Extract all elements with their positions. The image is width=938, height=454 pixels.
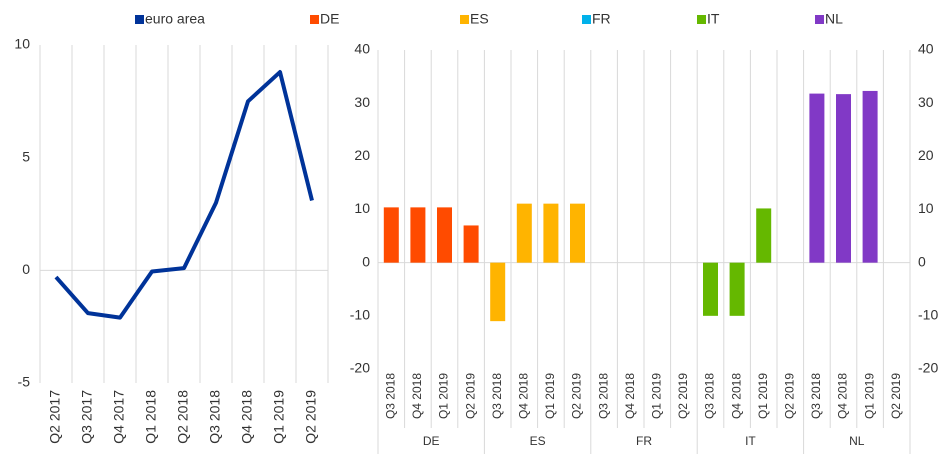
x-tick-label: Q2 2018 [175,390,191,444]
y2-tick-label: -10 [918,307,938,323]
x-tick-label: Q4 2018 [729,373,743,419]
x-tick-label: Q4 2018 [516,373,530,419]
bar [410,207,426,263]
group-label: ES [530,434,546,448]
bar [490,262,506,322]
legend-swatch [582,15,591,24]
y-tick-label: 40 [354,41,370,57]
legend-label: DE [320,11,339,27]
legend-label: FR [592,11,611,27]
x-tick-label: Q2 2019 [782,373,796,419]
x-tick-label: Q3 2018 [207,390,223,444]
x-tick-label: Q3 2018 [809,373,823,419]
x-tick-label: Q3 2018 [490,373,504,419]
legend-label: IT [707,11,720,27]
x-tick-label: Q4 2018 [623,373,637,419]
x-tick-label: Q1 2019 [862,373,876,419]
x-tick-label: Q2 2019 [570,373,584,419]
legend-swatch [815,15,824,24]
legend-label: ES [470,11,489,27]
bar [516,203,532,263]
legend-label: euro area [145,11,205,27]
group-label: IT [745,434,756,448]
y-tick-label: 20 [354,147,370,163]
bar [729,262,745,316]
bar [703,262,718,316]
x-tick-label: Q2 2019 [303,390,319,444]
legend-swatch [310,15,319,24]
y-tick-label: 0 [362,253,370,269]
x-tick-label: Q1 2019 [649,373,663,419]
bar [862,90,878,263]
group-label: FR [636,434,652,448]
y2-tick-label: 40 [918,41,934,57]
y-tick-label: -10 [350,307,370,323]
bar [570,203,585,263]
x-tick-label: Q1 2019 [271,390,287,444]
y2-tick-label: 10 [918,200,934,216]
x-tick-label: Q2 2019 [463,373,477,419]
bar [383,207,399,263]
x-tick-label: Q4 2018 [836,373,850,419]
bar [756,208,772,263]
y-tick-label: -5 [18,374,31,390]
x-tick-label: Q1 2019 [756,373,770,419]
x-tick-label: Q4 2018 [239,390,255,444]
y2-tick-label: 0 [918,253,926,269]
x-tick-label: Q3 2018 [596,373,610,419]
y-tick-label: 10 [14,36,30,52]
legend-swatch [460,15,469,24]
legend-swatch [135,15,144,24]
y-tick-label: 5 [22,148,30,164]
x-tick-label: Q4 2017 [111,390,127,444]
legend-label: NL [825,11,843,27]
x-tick-label: Q1 2018 [143,390,159,444]
y2-tick-label: 20 [918,147,934,163]
bar [809,93,825,263]
x-tick-label: Q3 2017 [79,390,95,444]
y2-tick-label: -20 [918,360,938,376]
y2-tick-label: 30 [918,94,934,110]
bar [836,94,851,263]
x-tick-label: Q3 2018 [703,373,717,419]
bar [437,207,452,263]
bar [463,225,479,263]
x-tick-label: Q2 2017 [47,390,63,444]
x-tick-label: Q4 2018 [410,373,424,419]
bar [543,203,559,263]
group-label: DE [423,434,440,448]
y-tick-label: 30 [354,94,370,110]
x-tick-label: Q2 2019 [676,373,690,419]
y-tick-label: 10 [354,200,370,216]
y-tick-label: -20 [350,360,370,376]
line [54,70,314,320]
x-tick-label: Q2 2019 [889,373,903,419]
x-tick-label: Q1 2019 [543,373,557,419]
group-label: NL [849,434,865,448]
x-tick-label: Q3 2018 [383,373,397,419]
legend-swatch [697,15,706,24]
y-tick-label: 0 [22,261,30,277]
x-tick-label: Q1 2019 [437,373,451,419]
